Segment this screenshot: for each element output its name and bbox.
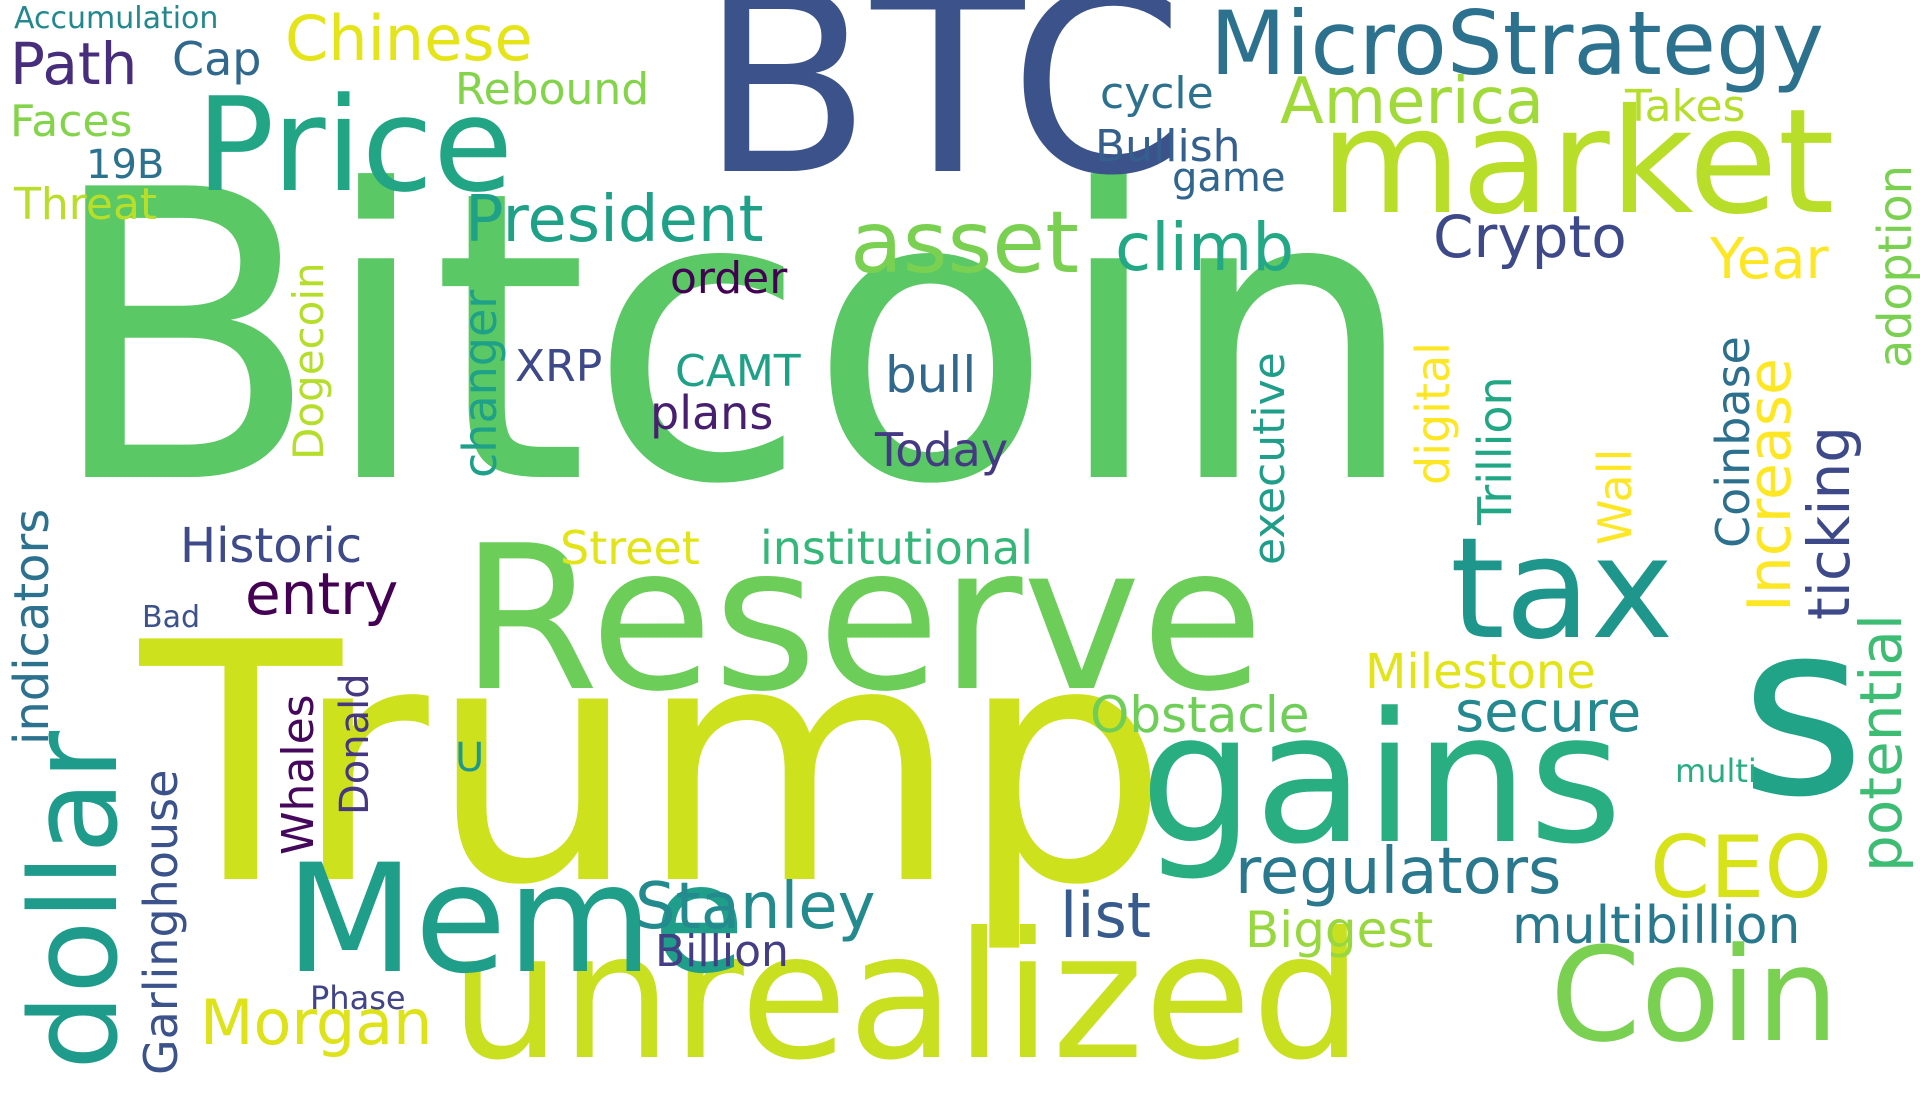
word-biggest: Biggest xyxy=(1245,901,1434,959)
word-microstrategy: MicroStrategy xyxy=(1210,0,1824,95)
word-year: Year xyxy=(1710,227,1829,292)
word-potential: potential xyxy=(1847,614,1915,872)
word-list: list xyxy=(1060,879,1152,952)
word-threat: Threat xyxy=(14,179,158,230)
word-ceo: CEO xyxy=(1650,818,1833,918)
word-increase: Increase xyxy=(1735,358,1805,612)
word-institutional: institutional xyxy=(760,521,1033,575)
word-accumulation: Accumulation xyxy=(14,1,219,36)
word-bitcoin: Bitcoin xyxy=(46,107,1418,572)
word-asset: asset xyxy=(850,193,1079,293)
word-chinese: Chinese xyxy=(285,2,533,75)
word-street: Street xyxy=(560,521,700,575)
word-cycle: cycle xyxy=(1100,68,1214,119)
word-stanley: Stanley xyxy=(635,870,876,944)
word-whales: Whales xyxy=(273,694,324,855)
word-unrealized: unrealized xyxy=(450,896,1363,1099)
word-trillion: Trillion xyxy=(1468,376,1522,525)
word-climb: climb xyxy=(1115,209,1295,286)
word-secure: secure xyxy=(1455,680,1642,745)
word-trump: Trump xyxy=(140,573,1169,957)
word-billion: Billion xyxy=(655,926,789,977)
word-adoption: adoption xyxy=(1868,165,1920,368)
word-reserve: Reserve xyxy=(460,503,1264,736)
word-faces: Faces xyxy=(10,96,133,147)
word-cap: Cap xyxy=(172,32,262,86)
word-obstacle: Obstacle xyxy=(1090,686,1310,744)
word-gains: gains xyxy=(1140,675,1623,884)
word-crypto: Crypto xyxy=(1433,203,1627,271)
word-tax: tax xyxy=(1450,508,1674,671)
word-dollar: dollar xyxy=(6,730,145,1070)
word-garlinghouse: Garlinghouse xyxy=(134,769,188,1075)
word-donald: Donald xyxy=(332,673,378,815)
word-wall: Wall xyxy=(1588,448,1642,545)
word-dogecoin: Dogecoin xyxy=(284,262,333,460)
word-u: U xyxy=(455,735,485,781)
word-today: Today xyxy=(875,423,1009,477)
word-bullish: Bullish xyxy=(1095,121,1241,172)
word-meme: Meme xyxy=(285,833,746,1007)
word-rebound: Rebound xyxy=(455,64,650,115)
word-changer: changer xyxy=(453,289,507,478)
word-bad: Bad xyxy=(142,600,201,635)
word-america: America xyxy=(1280,65,1544,139)
word-executive: executive xyxy=(1244,352,1295,565)
word-price: Price xyxy=(196,69,514,221)
word-morgan: Morgan xyxy=(200,986,433,1059)
word-milestone: Milestone xyxy=(1365,644,1596,700)
word-phase: Phase xyxy=(310,979,406,1017)
word-ticking: ticking xyxy=(1795,425,1863,620)
word-coin: Coin xyxy=(1550,919,1839,1071)
word-bull: bull xyxy=(885,346,977,404)
word-order: order xyxy=(670,253,788,304)
word-camt: CAMT xyxy=(675,346,801,397)
word-s: s xyxy=(1740,570,1866,850)
word-regulators: regulators xyxy=(1235,835,1562,909)
word-multibillion: multibillion xyxy=(1512,896,1801,956)
word-takes: Takes xyxy=(1625,81,1746,132)
word-president: President xyxy=(465,183,764,257)
word-path: Path xyxy=(10,30,138,98)
word-digital: digital xyxy=(1406,342,1460,485)
word-btc: BTC xyxy=(700,0,1185,230)
word-entry: entry xyxy=(245,560,399,628)
word-historic: Historic xyxy=(180,518,363,574)
word-multi: multi xyxy=(1675,752,1757,790)
word-market: market xyxy=(1320,78,1835,247)
word-plans: plans xyxy=(650,386,774,440)
word-19b: 19B xyxy=(86,142,165,188)
word-game: game xyxy=(1172,155,1286,201)
word-indicators: indicators xyxy=(4,508,60,745)
word-xrp: XRP xyxy=(515,341,603,392)
